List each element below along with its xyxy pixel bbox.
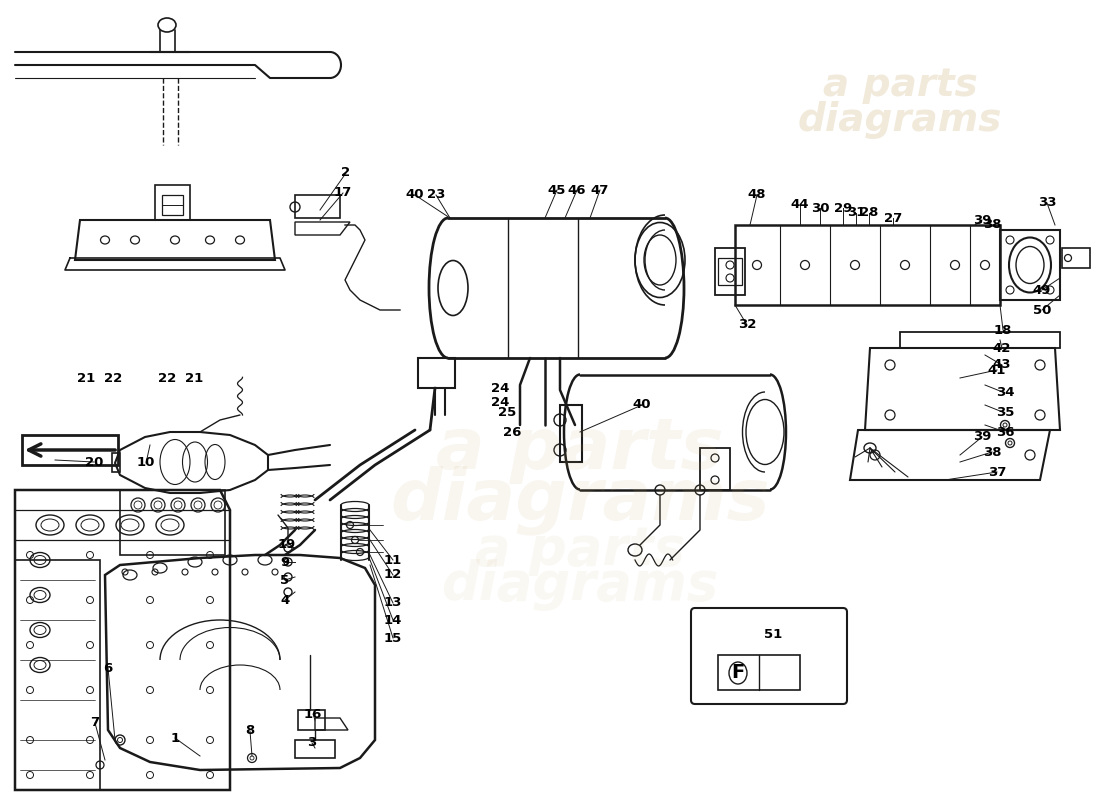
Text: 44: 44 xyxy=(791,198,810,211)
Text: 32: 32 xyxy=(738,318,756,331)
Text: 38: 38 xyxy=(982,446,1001,458)
Text: 18: 18 xyxy=(993,323,1012,337)
Text: a parts: a parts xyxy=(475,524,685,576)
FancyBboxPatch shape xyxy=(691,608,847,704)
Text: a parts: a parts xyxy=(437,415,724,485)
Text: F: F xyxy=(732,663,745,682)
Text: 19: 19 xyxy=(278,538,296,551)
Text: 48: 48 xyxy=(748,189,767,202)
Text: a parts: a parts xyxy=(823,66,978,104)
Text: 38: 38 xyxy=(982,218,1001,231)
Text: diagrams: diagrams xyxy=(441,559,718,611)
Text: 34: 34 xyxy=(996,386,1014,399)
Text: 20: 20 xyxy=(85,455,103,469)
Text: 21: 21 xyxy=(185,371,204,385)
Text: 27: 27 xyxy=(884,211,902,225)
Text: 22: 22 xyxy=(103,371,122,385)
Text: 8: 8 xyxy=(245,725,254,738)
Text: 17: 17 xyxy=(334,186,352,199)
Text: 10: 10 xyxy=(136,457,155,470)
Text: 50: 50 xyxy=(1033,303,1052,317)
Text: 30: 30 xyxy=(811,202,829,214)
Text: 11: 11 xyxy=(384,554,403,566)
Text: 2: 2 xyxy=(341,166,351,179)
Text: diagrams: diagrams xyxy=(798,101,1002,139)
Text: 13: 13 xyxy=(384,597,403,610)
Text: 26: 26 xyxy=(503,426,521,439)
Text: 15: 15 xyxy=(384,631,403,645)
Text: 46: 46 xyxy=(568,183,586,197)
Text: 36: 36 xyxy=(996,426,1014,438)
Text: 21: 21 xyxy=(77,371,95,385)
Text: 5: 5 xyxy=(280,574,289,586)
Text: 25: 25 xyxy=(498,406,516,419)
Text: 12: 12 xyxy=(384,569,403,582)
Text: 39: 39 xyxy=(972,214,991,226)
Text: 40: 40 xyxy=(406,189,425,202)
Text: 9: 9 xyxy=(280,555,289,569)
Text: 16: 16 xyxy=(304,707,322,721)
Text: 51: 51 xyxy=(763,629,782,642)
Text: 45: 45 xyxy=(548,183,566,197)
Text: 40: 40 xyxy=(632,398,651,411)
Text: 33: 33 xyxy=(1037,197,1056,210)
Text: 24: 24 xyxy=(491,397,509,410)
Text: 28: 28 xyxy=(860,206,878,219)
Text: 43: 43 xyxy=(992,358,1011,371)
Text: 7: 7 xyxy=(90,717,100,730)
Text: 23: 23 xyxy=(427,189,446,202)
Text: 6: 6 xyxy=(103,662,112,674)
Text: 4: 4 xyxy=(280,594,289,606)
Text: 39: 39 xyxy=(972,430,991,443)
Text: 14: 14 xyxy=(384,614,403,626)
Text: 37: 37 xyxy=(988,466,1007,478)
Text: 49: 49 xyxy=(1033,283,1052,297)
Text: 31: 31 xyxy=(847,206,866,219)
Text: 22: 22 xyxy=(158,371,176,385)
Text: diagrams: diagrams xyxy=(390,466,770,534)
Text: 41: 41 xyxy=(988,363,1007,377)
Text: 42: 42 xyxy=(993,342,1011,354)
Text: 3: 3 xyxy=(307,737,317,750)
Text: 24: 24 xyxy=(491,382,509,394)
Text: 29: 29 xyxy=(834,202,852,214)
Text: 35: 35 xyxy=(996,406,1014,419)
Text: 1: 1 xyxy=(170,731,179,745)
Text: 47: 47 xyxy=(591,183,609,197)
